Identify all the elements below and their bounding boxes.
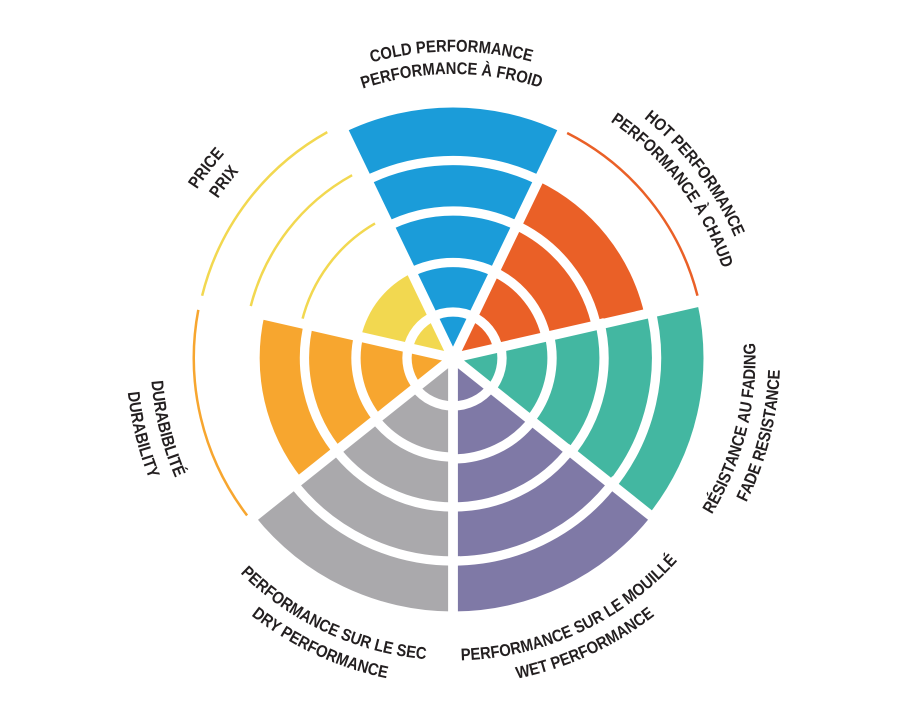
svg-text:D: D: [124, 391, 143, 404]
svg-text:E: E: [467, 60, 478, 79]
svg-text:F: F: [389, 65, 402, 85]
svg-text:A: A: [129, 421, 149, 436]
svg-text:R: R: [509, 639, 524, 659]
svg-text:U: U: [737, 400, 757, 414]
svg-text:R: R: [410, 62, 423, 81]
svg-text:R: R: [126, 411, 146, 425]
svg-text:N: N: [742, 354, 760, 365]
svg-text:N: N: [763, 389, 782, 402]
svg-text:R: R: [436, 38, 448, 57]
svg-text:I: I: [163, 452, 181, 462]
svg-text:N: N: [500, 42, 514, 62]
svg-text:F: F: [447, 38, 456, 56]
svg-text:U: U: [148, 390, 167, 403]
svg-text:F: F: [489, 643, 501, 662]
svg-text:C: C: [368, 46, 383, 66]
svg-text:A: A: [434, 60, 446, 79]
svg-text:E: E: [376, 663, 390, 683]
svg-text:D: D: [147, 380, 166, 392]
svg-text:G: G: [741, 343, 759, 355]
svg-text:T: T: [761, 408, 780, 420]
svg-text:O: O: [399, 63, 413, 83]
svg-text:O: O: [379, 44, 394, 64]
svg-text:A: A: [735, 410, 755, 425]
svg-text:E: E: [521, 46, 535, 66]
svg-text:N: N: [355, 657, 370, 677]
svg-text:I: I: [525, 70, 534, 89]
svg-text:A: A: [740, 378, 759, 391]
svg-text:O: O: [514, 67, 529, 87]
svg-text:I: I: [156, 430, 175, 439]
svg-text:E: E: [368, 70, 382, 90]
svg-text:C: C: [366, 660, 381, 680]
svg-text:E: E: [765, 369, 784, 380]
svg-text:O: O: [498, 641, 513, 661]
svg-text:M: M: [422, 61, 436, 80]
svg-text:U: U: [125, 401, 145, 414]
svg-text:C: C: [415, 644, 428, 663]
svg-text:S: S: [755, 430, 775, 444]
svg-text:E: E: [732, 424, 752, 438]
svg-text:D: D: [741, 368, 760, 380]
svg-text:E: E: [425, 38, 436, 57]
svg-text:I: I: [741, 365, 759, 370]
svg-text:R: R: [149, 400, 169, 414]
svg-text:O: O: [456, 38, 468, 56]
svg-text:E: E: [527, 660, 541, 680]
svg-text:F: F: [495, 64, 507, 83]
svg-text:L: L: [391, 42, 403, 62]
svg-text:I: I: [137, 453, 156, 463]
svg-text:C: C: [511, 44, 526, 64]
svg-text:B: B: [131, 431, 151, 446]
svg-text:E: E: [470, 645, 481, 664]
svg-text:R: R: [504, 65, 519, 85]
svg-text:D: D: [529, 71, 544, 91]
svg-text:M: M: [478, 39, 492, 58]
svg-text:A: A: [762, 398, 782, 412]
svg-text:P: P: [415, 39, 427, 58]
svg-text:P: P: [460, 646, 471, 665]
svg-text:A: A: [151, 410, 171, 425]
svg-text:B: B: [157, 434, 177, 449]
svg-text:R: R: [479, 644, 492, 663]
svg-text:S: S: [395, 641, 408, 661]
svg-text:C: C: [456, 60, 468, 78]
svg-text:E: E: [753, 439, 773, 453]
svg-text:D: D: [400, 40, 413, 60]
svg-text:R: R: [467, 38, 479, 57]
svg-text:À: À: [481, 59, 494, 80]
svg-text:N: N: [446, 60, 457, 78]
svg-text:I: I: [714, 478, 732, 489]
svg-text:A: A: [490, 40, 504, 60]
svg-text:B: B: [153, 420, 173, 435]
svg-text:R: R: [378, 67, 393, 87]
svg-text:F: F: [739, 388, 758, 399]
svg-text:S: S: [759, 417, 779, 430]
svg-text:I: I: [134, 441, 153, 450]
svg-text:M: M: [519, 636, 535, 657]
svg-text:I: I: [758, 426, 777, 434]
svg-text:E: E: [381, 639, 395, 659]
svg-text:E: E: [405, 643, 417, 662]
svg-text:M: M: [333, 650, 351, 671]
svg-text:C: C: [765, 378, 784, 391]
svg-text:W: W: [514, 662, 532, 683]
